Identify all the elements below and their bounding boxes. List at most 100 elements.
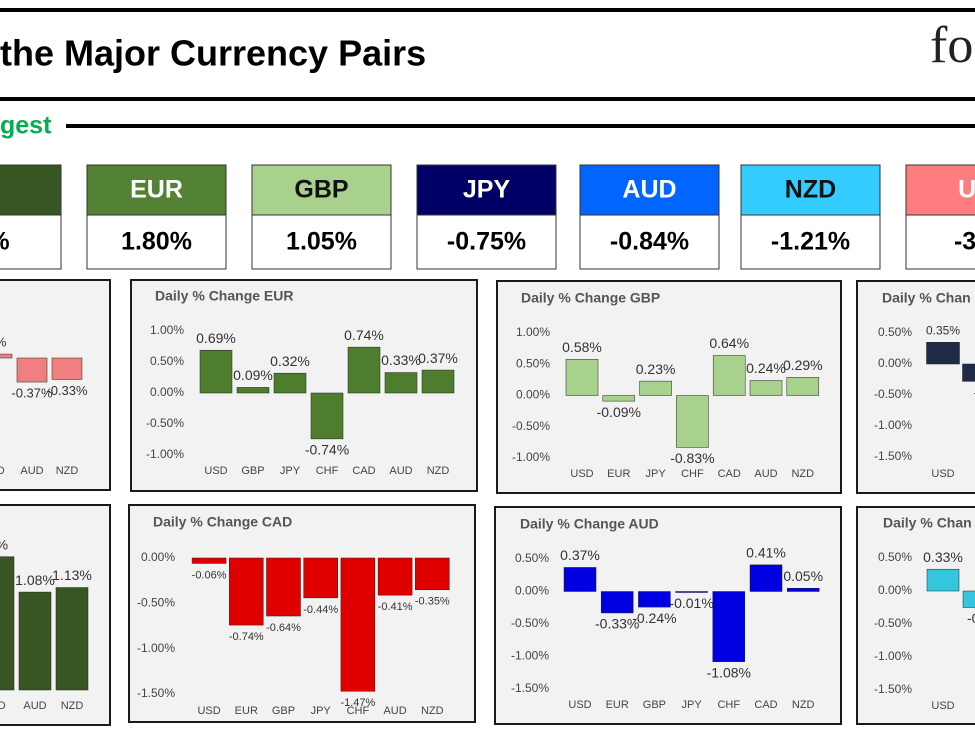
value-label: 0.37% — [418, 350, 458, 366]
bar — [638, 591, 671, 608]
logo: fo — [930, 17, 973, 74]
value-label: 0.69% — [196, 330, 236, 346]
tile-body — [416, 214, 557, 270]
value-label: 0.74% — [344, 327, 384, 343]
y-tick-label: -1.00% — [511, 649, 549, 663]
bar — [415, 557, 450, 590]
value-label: -0 — [974, 386, 975, 400]
x-tick-label: CHF — [347, 705, 370, 717]
y-tick-label: 0.00% — [878, 583, 912, 597]
value-label: 0.05% — [783, 568, 823, 584]
section-title: gest — [0, 112, 52, 140]
y-tick-label: 0.00% — [141, 550, 175, 564]
y-tick-label: -1.00% — [146, 447, 184, 461]
bar — [16, 357, 48, 383]
y-tick-label: -1.00% — [874, 418, 912, 432]
bar — [0, 353, 13, 359]
value-label: -1.47% — [340, 697, 375, 709]
tile-body — [579, 214, 720, 270]
x-tick-label: USD — [931, 468, 954, 480]
y-tick-label: 0.00% — [878, 356, 912, 370]
value-label: -0.37% — [11, 385, 53, 400]
y-tick-label: 0.50% — [515, 551, 549, 565]
bar — [310, 392, 344, 440]
value-label: -0.35% — [415, 596, 450, 608]
y-tick-label: 0.50% — [878, 550, 912, 564]
x-tick-label: AD — [0, 700, 6, 712]
value-label: -1.08% — [707, 664, 751, 680]
bar — [926, 568, 960, 592]
y-tick-label: 1.00% — [150, 323, 184, 337]
chart-panel — [0, 279, 111, 491]
x-tick-label: EUR — [235, 705, 258, 717]
chart-title: Daily % Change GBP — [521, 290, 660, 306]
bar — [0, 556, 15, 691]
bar — [712, 355, 746, 396]
chart-panel — [856, 506, 975, 725]
x-tick-label: USD — [931, 700, 954, 712]
y-tick-label: 0.00% — [515, 584, 549, 598]
value-label: -0.74% — [305, 442, 349, 458]
tile-header — [416, 164, 557, 216]
value-label: -0.83% — [670, 450, 714, 466]
y-tick-label: 0.50% — [878, 325, 912, 339]
tile-value: -1.21% — [771, 228, 850, 256]
value-label: 0.41% — [746, 545, 786, 561]
bar — [266, 557, 301, 617]
x-tick-label: CAD — [718, 468, 741, 480]
y-tick-label: -0.50% — [146, 416, 184, 430]
tile-header — [251, 164, 392, 216]
tile-header — [740, 164, 881, 216]
x-tick-label: CHF — [717, 699, 740, 711]
y-tick-label: -1.00% — [512, 450, 550, 464]
chart-panel — [494, 506, 842, 725]
x-tick-label: NZD — [427, 465, 450, 477]
x-tick-label: NZD — [61, 700, 84, 712]
y-tick-label: -0.50% — [137, 596, 175, 610]
tile-value: -0.75% — [447, 228, 526, 256]
x-tick-label: AUD — [23, 700, 46, 712]
x-tick-label: EUR — [606, 699, 629, 711]
value-label: 7% — [0, 536, 8, 552]
tile-label: AUD — [622, 176, 676, 204]
bar — [639, 380, 672, 396]
value-label: 0.37% — [560, 547, 600, 563]
bar — [191, 557, 227, 564]
x-tick-label: AUD — [383, 705, 406, 717]
bar — [786, 377, 820, 396]
value-label: -0.64% — [266, 622, 301, 634]
bar — [273, 372, 307, 394]
tile-label: US — [958, 176, 975, 204]
value-label: -0.44% — [303, 604, 338, 616]
value-label: 0.58% — [562, 339, 602, 355]
y-tick-label: 0.00% — [150, 385, 184, 399]
y-tick-label: -1.50% — [137, 686, 175, 700]
tile-value: -3.6 — [954, 228, 975, 256]
chart-title: Daily % Change CAD — [153, 514, 292, 530]
tile-value: 1.80% — [121, 228, 192, 256]
x-tick-label: AUD — [754, 468, 777, 480]
x-tick-label: AUD — [389, 465, 412, 477]
x-tick-label: NZD — [56, 465, 79, 477]
x-tick-label: USD — [570, 468, 593, 480]
tile-label: EUR — [130, 176, 183, 204]
bar — [602, 395, 636, 402]
y-tick-label: -0.50% — [512, 419, 550, 433]
x-tick-label: NZD — [792, 699, 815, 711]
tile-value: 3% — [0, 228, 10, 256]
value-label: -0.2 — [967, 610, 975, 626]
bar — [926, 342, 960, 365]
tile-header — [0, 164, 62, 216]
y-tick-label: 0.50% — [150, 354, 184, 368]
x-tick-label: GBP — [643, 699, 666, 711]
value-label: -0.33% — [46, 383, 88, 398]
bar — [600, 591, 634, 614]
tile-value: 1.05% — [286, 228, 357, 256]
bar — [55, 587, 89, 691]
y-tick-label: 0.00% — [516, 388, 550, 402]
bar — [563, 567, 597, 592]
value-label: -0.06% — [192, 569, 227, 581]
y-tick-label: 1.00% — [516, 325, 550, 339]
